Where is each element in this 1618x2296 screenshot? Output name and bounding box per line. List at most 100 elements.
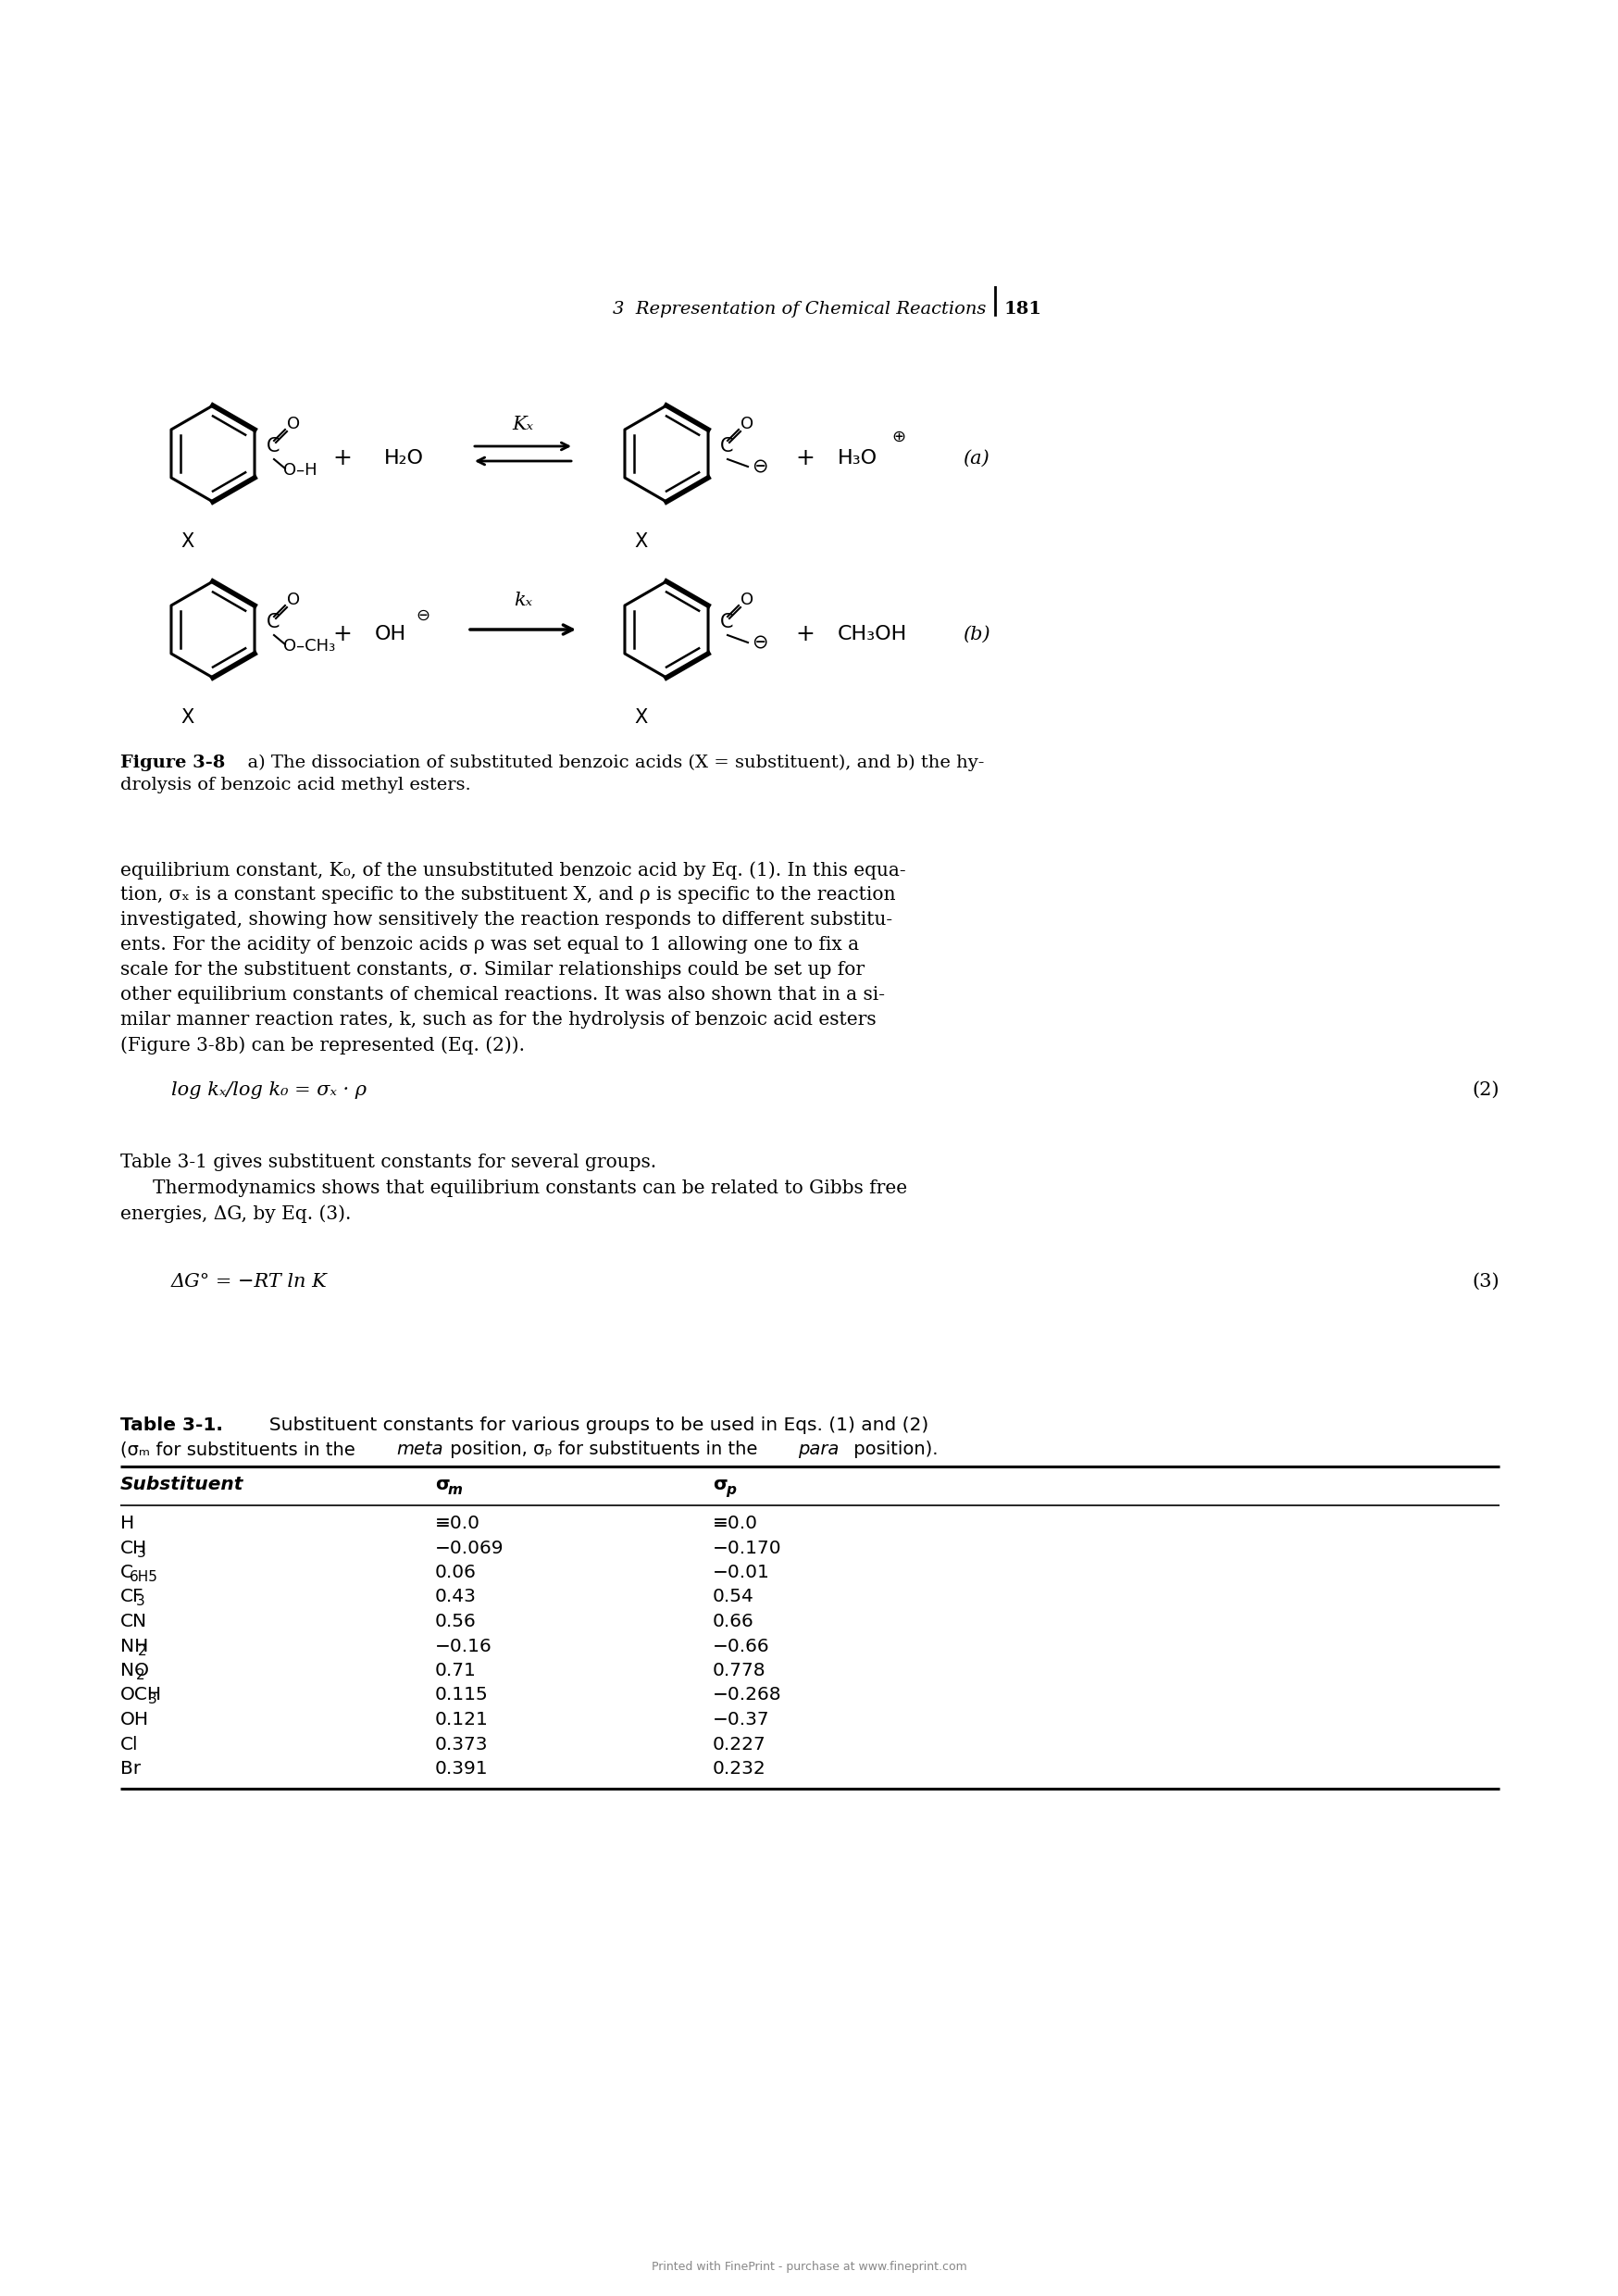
Text: ≡0.0: ≡0.0	[714, 1515, 759, 1531]
Text: log kₓ/log k₀ = σₓ · ρ: log kₓ/log k₀ = σₓ · ρ	[172, 1081, 367, 1100]
Text: 0.121: 0.121	[435, 1711, 489, 1729]
Text: 0.227: 0.227	[714, 1736, 767, 1754]
Text: 3: 3	[136, 1596, 146, 1609]
Text: σ: σ	[435, 1476, 450, 1492]
Text: +: +	[796, 622, 815, 645]
Text: 3: 3	[149, 1692, 157, 1706]
Text: Br: Br	[120, 1761, 141, 1777]
Text: scale for the substituent constants, σ. Similar relationships could be set up fo: scale for the substituent constants, σ. …	[120, 962, 864, 978]
Text: H₃O: H₃O	[838, 450, 877, 468]
Text: CH: CH	[120, 1538, 147, 1557]
Text: OH: OH	[120, 1711, 149, 1729]
Text: NO: NO	[120, 1662, 149, 1678]
Text: Kₓ: Kₓ	[513, 416, 534, 434]
Text: H: H	[120, 1515, 134, 1531]
Text: O: O	[741, 592, 754, 608]
Text: position).: position).	[848, 1440, 938, 1458]
Text: Substituent: Substituent	[120, 1476, 244, 1492]
Text: milar manner reaction rates, k, such as for the hydrolysis of benzoic acid ester: milar manner reaction rates, k, such as …	[120, 1010, 877, 1029]
Text: Cl: Cl	[120, 1736, 139, 1754]
Text: ⊖: ⊖	[752, 634, 769, 652]
Text: 181: 181	[1005, 301, 1042, 317]
Text: m: m	[448, 1483, 463, 1497]
Text: CH₃OH: CH₃OH	[838, 625, 908, 643]
Text: 6H5: 6H5	[129, 1570, 159, 1584]
Text: 0.391: 0.391	[435, 1761, 489, 1777]
Text: kₓ: kₓ	[515, 592, 532, 608]
Text: position, σₚ for substituents in the: position, σₚ for substituents in the	[445, 1440, 764, 1458]
Text: (σₘ for substituents in the: (σₘ for substituents in the	[120, 1440, 361, 1458]
Text: ≡0.0: ≡0.0	[435, 1515, 481, 1531]
Text: −0.66: −0.66	[714, 1637, 770, 1655]
Text: para: para	[798, 1440, 840, 1458]
Text: a) The dissociation of substituted benzoic acids (X = substituent), and b) the h: a) The dissociation of substituted benzo…	[236, 755, 984, 771]
Text: (b): (b)	[963, 625, 990, 643]
Text: Substituent constants for various groups to be used in Eqs. (1) and (2): Substituent constants for various groups…	[257, 1417, 929, 1435]
Text: +: +	[333, 622, 353, 645]
Text: 2: 2	[136, 1669, 146, 1683]
Text: Thermodynamics shows that equilibrium constants can be related to Gibbs free: Thermodynamics shows that equilibrium co…	[152, 1180, 908, 1196]
Text: 2: 2	[138, 1644, 147, 1658]
Text: H₂O: H₂O	[383, 450, 424, 468]
Text: −0.01: −0.01	[714, 1564, 770, 1582]
Text: 0.373: 0.373	[435, 1736, 489, 1754]
Text: σ: σ	[714, 1476, 726, 1492]
Text: X: X	[181, 707, 194, 728]
Text: −0.16: −0.16	[435, 1637, 492, 1655]
Text: −0.170: −0.170	[714, 1538, 781, 1557]
Text: Table 3-1.: Table 3-1.	[120, 1417, 223, 1435]
Text: C: C	[267, 613, 280, 631]
Text: 0.43: 0.43	[435, 1589, 477, 1605]
Text: 0.66: 0.66	[714, 1612, 754, 1630]
Text: ents. For the acidity of benzoic acids ρ was set equal to 1 allowing one to fix : ents. For the acidity of benzoic acids ρ…	[120, 937, 859, 953]
Text: C: C	[120, 1564, 133, 1582]
Text: CF: CF	[120, 1589, 144, 1605]
Text: 0.71: 0.71	[435, 1662, 477, 1678]
Text: 0.56: 0.56	[435, 1612, 476, 1630]
Text: X: X	[634, 533, 647, 551]
Text: Figure 3-8: Figure 3-8	[120, 755, 225, 771]
Text: O: O	[286, 416, 299, 432]
Text: X: X	[634, 707, 647, 728]
Text: O–CH₃: O–CH₃	[283, 638, 335, 654]
Text: C: C	[267, 436, 280, 455]
Text: C: C	[720, 436, 733, 455]
Text: C: C	[720, 613, 733, 631]
Text: OCH: OCH	[120, 1685, 162, 1704]
Text: 0.06: 0.06	[435, 1564, 477, 1582]
Text: O: O	[741, 416, 754, 432]
Text: Table 3-1 gives substituent constants for several groups.: Table 3-1 gives substituent constants fo…	[120, 1153, 657, 1171]
Text: +: +	[333, 448, 353, 468]
Text: meta: meta	[396, 1440, 443, 1458]
Text: ΔG° = −RT ln K: ΔG° = −RT ln K	[172, 1272, 327, 1290]
Text: p: p	[726, 1483, 736, 1497]
Text: energies, ΔG, by Eq. (3).: energies, ΔG, by Eq. (3).	[120, 1205, 351, 1224]
Text: OH: OH	[375, 625, 406, 643]
Text: tion, σₓ is a constant specific to the substituent X, and ρ is specific to the r: tion, σₓ is a constant specific to the s…	[120, 886, 895, 905]
Text: O: O	[286, 592, 299, 608]
Text: (2): (2)	[1472, 1081, 1500, 1100]
Text: X: X	[181, 533, 194, 551]
Text: 0.115: 0.115	[435, 1685, 489, 1704]
Text: ⊕: ⊕	[892, 429, 906, 445]
Text: −0.268: −0.268	[714, 1685, 781, 1704]
Text: investigated, showing how sensitively the reaction responds to different substit: investigated, showing how sensitively th…	[120, 912, 893, 928]
Text: −0.069: −0.069	[435, 1538, 503, 1557]
Text: O–H: O–H	[283, 461, 317, 478]
Text: ⊖: ⊖	[752, 457, 769, 475]
Text: CN: CN	[120, 1612, 147, 1630]
Text: equilibrium constant, K₀, of the unsubstituted benzoic acid by Eq. (1). In this : equilibrium constant, K₀, of the unsubst…	[120, 861, 906, 879]
Text: ⊖: ⊖	[416, 608, 430, 625]
Text: drolysis of benzoic acid methyl esters.: drolysis of benzoic acid methyl esters.	[120, 776, 471, 794]
Text: other equilibrium constants of chemical reactions. It was also shown that in a s: other equilibrium constants of chemical …	[120, 985, 885, 1003]
Text: (3): (3)	[1472, 1272, 1500, 1290]
Text: (Figure 3-8b) can be represented (Eq. (2)).: (Figure 3-8b) can be represented (Eq. (2…	[120, 1035, 524, 1054]
Text: 0.232: 0.232	[714, 1761, 767, 1777]
Text: 3  Representation of Chemical Reactions: 3 Representation of Chemical Reactions	[613, 301, 985, 317]
Text: 0.778: 0.778	[714, 1662, 765, 1678]
Text: (a): (a)	[963, 450, 989, 466]
Text: 3: 3	[138, 1545, 146, 1559]
Text: NH: NH	[120, 1637, 149, 1655]
Text: −0.37: −0.37	[714, 1711, 770, 1729]
Text: +: +	[796, 448, 815, 468]
